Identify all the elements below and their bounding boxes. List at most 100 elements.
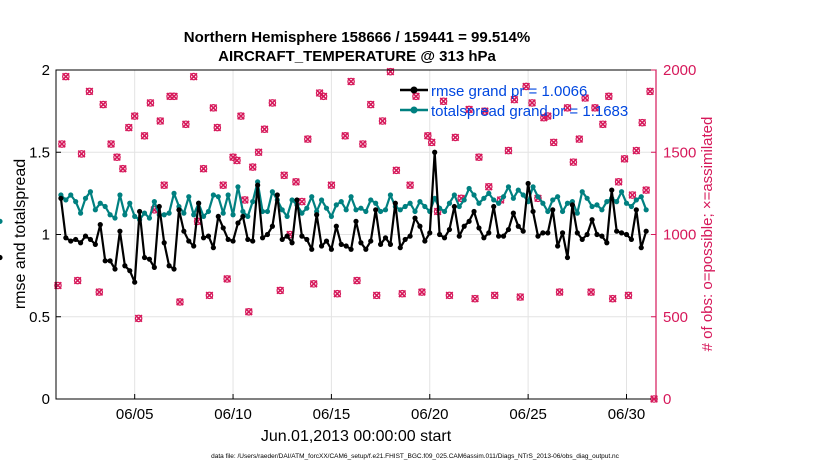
rmse-point xyxy=(166,263,172,269)
rmse-point xyxy=(476,225,482,231)
spread-point xyxy=(545,208,551,215)
obs-assimilated-marker xyxy=(341,131,350,140)
obs-possible-marker xyxy=(465,105,473,114)
spread-point xyxy=(323,205,330,211)
spread-point xyxy=(387,192,394,198)
obs-possible-marker xyxy=(58,140,66,148)
obs-assimilated-marker xyxy=(309,279,318,288)
obs-possible-marker xyxy=(205,291,214,300)
spread-point xyxy=(432,195,438,201)
spread-point xyxy=(574,210,580,216)
obs-possible-marker xyxy=(544,112,552,120)
obs-possible-marker xyxy=(642,186,650,194)
spread-point xyxy=(377,208,384,215)
rmse-point xyxy=(77,240,84,246)
obs-assimilated-marker xyxy=(540,113,548,122)
spread-point xyxy=(481,195,487,201)
obs-assimilated-marker xyxy=(620,154,629,163)
rmse-point xyxy=(638,245,644,251)
obs-assimilated-marker xyxy=(439,97,448,106)
y-tick-label: 0 xyxy=(42,391,50,408)
rmse-point xyxy=(225,236,231,243)
rmse-point xyxy=(176,207,182,213)
spread-point xyxy=(279,207,285,213)
spread-point xyxy=(240,208,246,215)
obs-assimilated-marker xyxy=(465,105,473,114)
rmse-point xyxy=(392,200,398,206)
rmse-point xyxy=(594,231,600,238)
rmse-point xyxy=(407,233,413,239)
spread-point xyxy=(343,207,349,213)
rmse-point xyxy=(461,223,467,229)
spread-point xyxy=(515,187,521,193)
obs-possible-marker xyxy=(160,181,168,189)
spread-point xyxy=(540,200,546,206)
spread-point xyxy=(0,218,3,224)
obs-possible-marker xyxy=(304,135,312,143)
obs-possible-marker xyxy=(392,166,401,175)
spread-point xyxy=(304,205,310,211)
obs-assimilated-marker xyxy=(628,191,637,199)
spread-point xyxy=(127,200,133,206)
x-tick-label: 06/30 xyxy=(608,406,646,423)
rmse-point xyxy=(574,230,580,236)
spread-point xyxy=(633,197,639,203)
rmse-point xyxy=(97,222,103,228)
rmse-point xyxy=(564,254,571,261)
obs-assimilated-marker xyxy=(333,289,342,298)
spread-point xyxy=(87,189,94,195)
obs-assimilated-marker xyxy=(140,131,149,140)
rmse-point xyxy=(181,228,187,234)
rmse-point xyxy=(264,231,271,238)
obs-possible-marker xyxy=(237,112,245,120)
spread-point xyxy=(68,192,74,198)
obs-possible-marker xyxy=(309,280,318,288)
obs-assimilated-marker xyxy=(176,298,184,306)
rmse-point xyxy=(309,246,315,252)
obs-possible-marker xyxy=(276,286,285,295)
obs-possible-marker xyxy=(490,291,499,300)
spread-point xyxy=(614,199,620,205)
spread-point xyxy=(520,192,526,198)
obs-possible-marker xyxy=(219,181,228,189)
spread-point xyxy=(141,210,148,216)
rmse-point xyxy=(559,230,566,236)
spread-point xyxy=(461,197,467,203)
spread-point xyxy=(225,192,231,198)
spread-point xyxy=(215,194,221,200)
spread-point xyxy=(73,199,79,205)
spread-point xyxy=(505,184,512,190)
obs-assimilated-marker xyxy=(632,146,641,155)
spread-point xyxy=(117,192,123,198)
spread-point xyxy=(550,197,556,203)
rmse-point xyxy=(343,243,349,249)
obs-assimilated-marker xyxy=(412,92,420,101)
obs-possible-marker xyxy=(124,123,133,132)
obs-possible-marker xyxy=(359,140,367,148)
obs-possible-marker xyxy=(587,288,595,296)
spread-point xyxy=(535,194,541,200)
obs-assimilated-marker xyxy=(292,177,300,186)
obs-assimilated-marker xyxy=(260,125,269,134)
rmse-point xyxy=(215,213,221,220)
spread-point xyxy=(245,213,251,220)
obs-assimilated-marker xyxy=(427,138,436,147)
obs-possible-marker xyxy=(170,92,178,101)
spread-point xyxy=(181,210,187,216)
spread-point xyxy=(77,210,84,216)
obs-possible-marker xyxy=(569,158,578,166)
obs-possible-marker xyxy=(632,146,641,155)
obs-assimilated-marker xyxy=(378,117,387,125)
obs-possible-marker xyxy=(119,164,127,173)
obs-assimilated-marker xyxy=(406,181,414,190)
rmse-point xyxy=(550,207,556,213)
obs-assimilated-marker xyxy=(642,186,651,194)
rmse-point xyxy=(63,235,69,241)
spread-point xyxy=(102,203,108,210)
obs-possible-marker xyxy=(182,120,190,129)
rmse-point xyxy=(279,236,285,243)
obs-assimilated-marker xyxy=(646,87,654,96)
y-tick-label: 1 xyxy=(42,227,50,244)
rmse-point xyxy=(535,233,541,239)
